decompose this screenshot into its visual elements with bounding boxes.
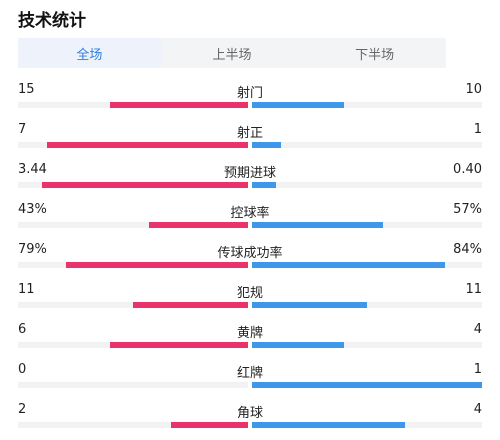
stat-home-track bbox=[18, 222, 248, 228]
stat-away-value: 11 bbox=[465, 282, 482, 297]
stat-row: 0 红牌 1 bbox=[0, 360, 500, 400]
stat-home-bar bbox=[149, 222, 248, 228]
stat-away-bar bbox=[252, 302, 367, 308]
stat-home-bar bbox=[133, 302, 248, 308]
stat-name: 射门 bbox=[236, 86, 263, 101]
stat-away-bar bbox=[252, 222, 383, 228]
stat-away-value: 0.40 bbox=[453, 162, 482, 177]
stat-row: 3.44 预期进球 0.40 bbox=[0, 160, 500, 200]
stat-row: 11 犯规 11 bbox=[0, 280, 500, 320]
page-title: 技术统计 bbox=[18, 11, 86, 31]
stat-home-bar bbox=[110, 102, 248, 108]
stat-row: 6 黄牌 4 bbox=[0, 320, 500, 360]
stat-name: 黄牌 bbox=[236, 326, 263, 341]
stat-away-value: 10 bbox=[465, 82, 482, 97]
tab-full-match[interactable]: 全场 bbox=[18, 38, 161, 68]
stat-row: 15 射门 10 bbox=[0, 80, 500, 120]
stat-home-value: 79% bbox=[18, 242, 47, 257]
stat-away-bar bbox=[252, 182, 276, 188]
stat-name: 预期进球 bbox=[223, 166, 276, 181]
stat-home-value: 2 bbox=[18, 402, 27, 417]
stat-home-track bbox=[18, 342, 248, 348]
stat-name: 传球成功率 bbox=[217, 246, 283, 261]
stat-away-bar bbox=[252, 382, 482, 388]
stat-home-value: 11 bbox=[18, 282, 35, 297]
stat-name: 控球率 bbox=[230, 206, 270, 221]
stat-home-value: 6 bbox=[18, 322, 27, 337]
stat-away-value: 57% bbox=[453, 202, 482, 217]
stat-home-track bbox=[18, 302, 248, 308]
stat-away-track bbox=[252, 382, 482, 388]
period-tabs: 全场 上半场 下半场 bbox=[18, 38, 446, 68]
stat-away-value: 4 bbox=[473, 322, 482, 337]
stat-away-track bbox=[252, 222, 482, 228]
stat-home-bar bbox=[66, 262, 248, 268]
stat-away-value: 1 bbox=[473, 122, 482, 137]
stat-away-track bbox=[252, 422, 482, 428]
stat-away-track bbox=[252, 302, 482, 308]
stat-row: 43% 控球率 57% bbox=[0, 200, 500, 240]
stat-home-value: 0 bbox=[18, 362, 27, 377]
stat-home-bar bbox=[110, 342, 248, 348]
stat-home-bar bbox=[42, 182, 248, 188]
stat-home-value: 15 bbox=[18, 82, 35, 97]
stat-row: 79% 传球成功率 84% bbox=[0, 240, 500, 280]
stat-name: 射正 bbox=[236, 126, 263, 141]
stat-home-track bbox=[18, 422, 248, 428]
stat-home-track bbox=[18, 102, 248, 108]
stat-home-value: 43% bbox=[18, 202, 47, 217]
stat-away-bar bbox=[252, 422, 405, 428]
stat-away-track bbox=[252, 102, 482, 108]
stat-row: 7 射正 1 bbox=[0, 120, 500, 160]
stat-away-bar bbox=[252, 342, 344, 348]
stat-home-bar bbox=[47, 142, 248, 148]
tab-first-half[interactable]: 上半场 bbox=[212, 47, 252, 63]
stat-away-bar bbox=[252, 262, 445, 268]
stat-home-bar bbox=[171, 422, 248, 428]
stat-home-track bbox=[18, 262, 248, 268]
stat-name: 犯规 bbox=[236, 286, 263, 301]
stat-away-value: 84% bbox=[453, 242, 482, 257]
stat-home-track bbox=[18, 142, 248, 148]
stat-away-bar bbox=[252, 102, 344, 108]
stat-home-value: 7 bbox=[18, 122, 27, 137]
stat-name: 角球 bbox=[236, 406, 263, 421]
stats-list: 15 射门 10 7 射正 1 3.44 预期进球 0.40 43% 控球率 57% 79% 传球成功率 8… bbox=[0, 80, 500, 440]
stat-away-value: 1 bbox=[473, 362, 482, 377]
stat-away-track bbox=[252, 182, 482, 188]
stat-home-value: 3.44 bbox=[18, 162, 47, 177]
tab-second-half[interactable]: 下半场 bbox=[355, 47, 395, 63]
stat-home-track bbox=[18, 382, 248, 388]
stat-name: 红牌 bbox=[236, 366, 263, 381]
stat-away-track bbox=[252, 262, 482, 268]
stat-away-track bbox=[252, 142, 482, 148]
stat-away-bar bbox=[252, 142, 281, 148]
stat-home-track bbox=[18, 182, 248, 188]
stat-away-value: 4 bbox=[473, 402, 482, 417]
stat-row: 2 角球 4 bbox=[0, 400, 500, 440]
stat-away-track bbox=[252, 342, 482, 348]
